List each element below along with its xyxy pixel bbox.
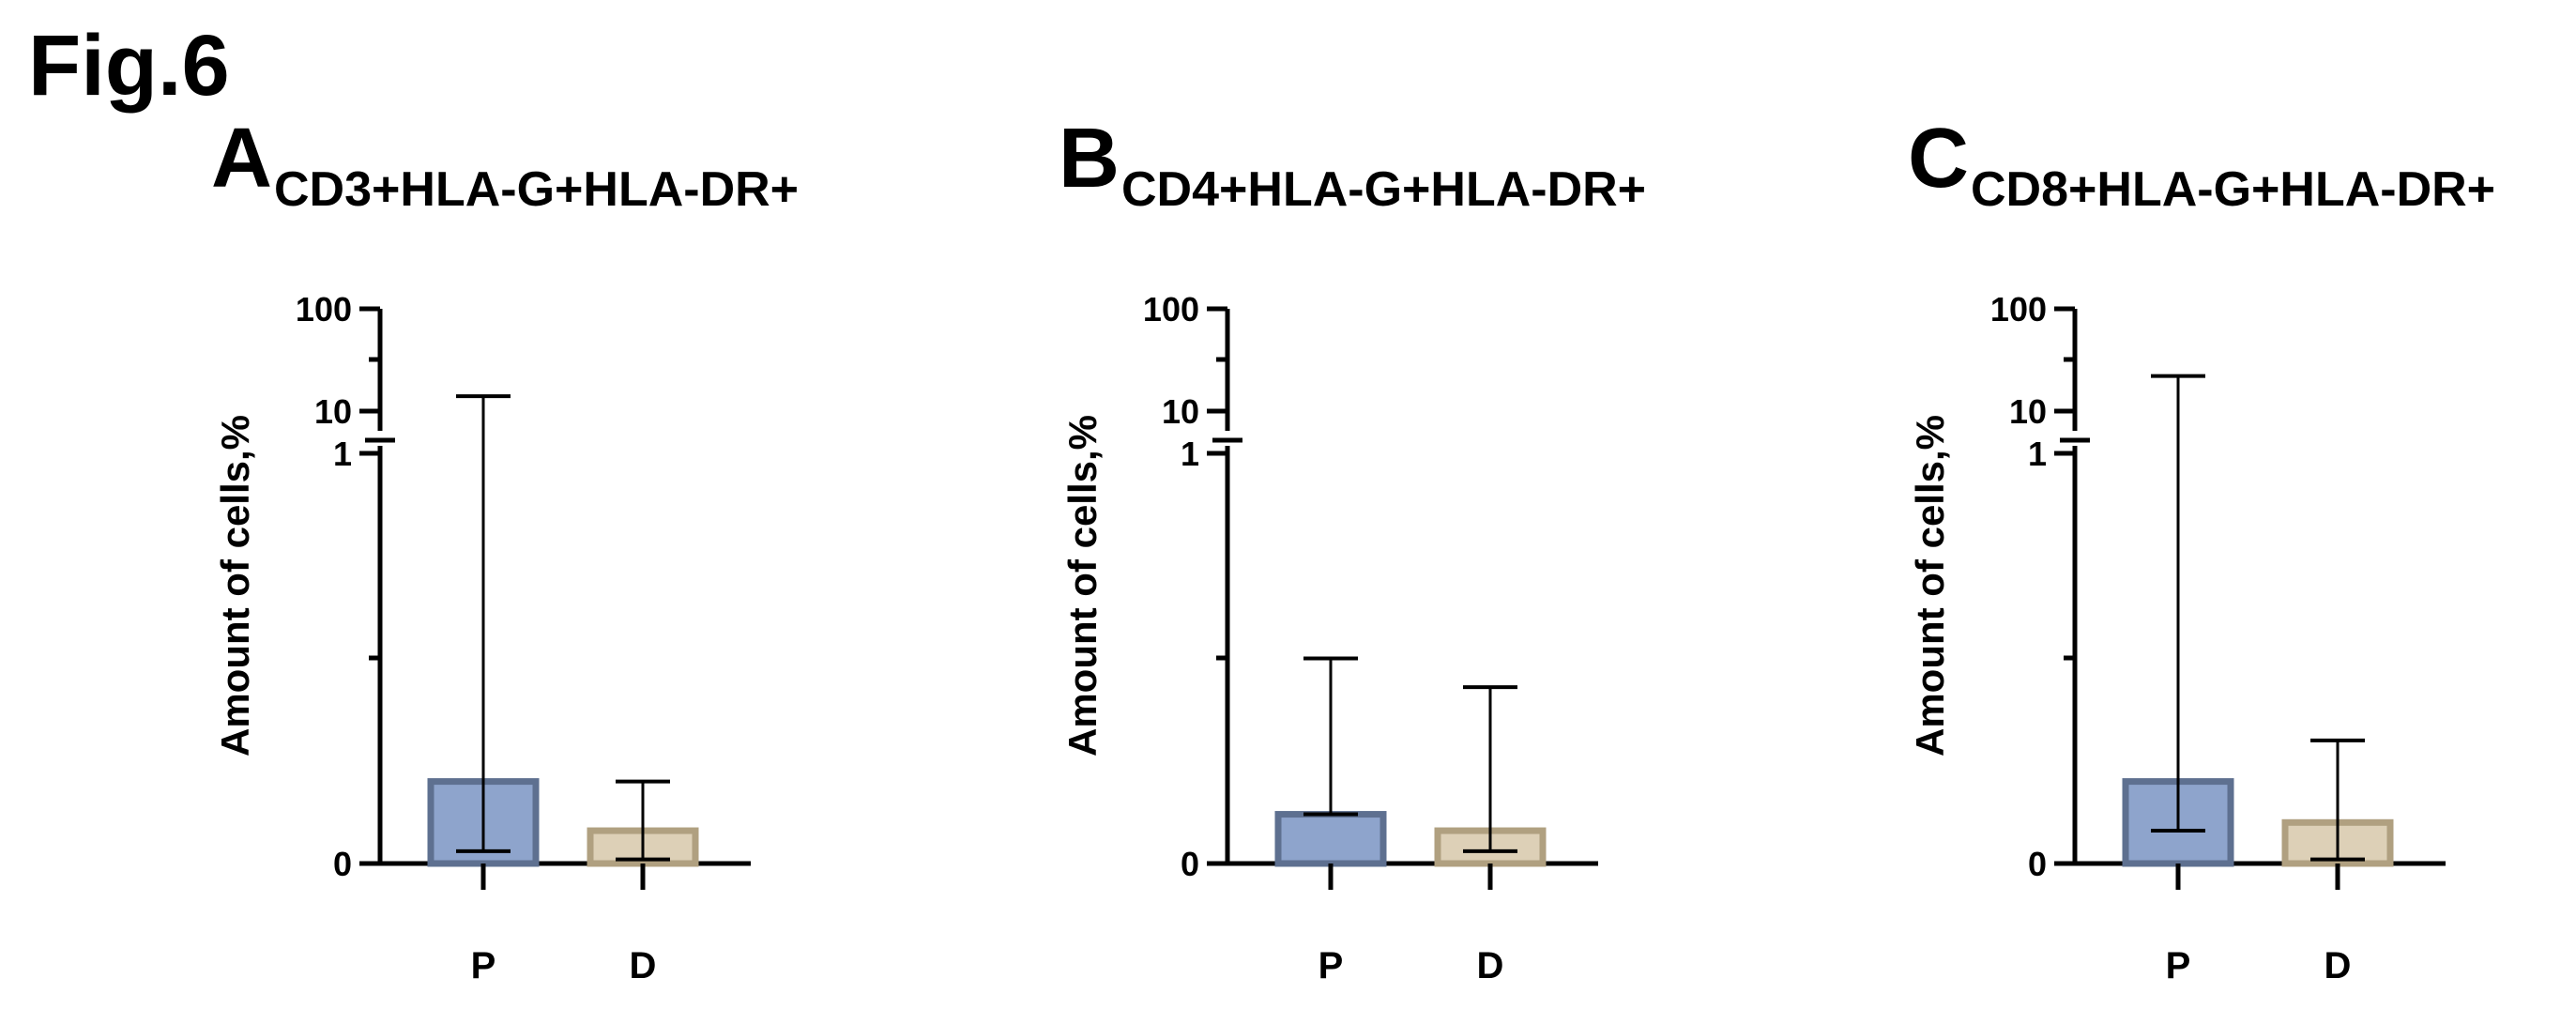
panel-b-title: CD4+HLA-G+HLA-DR+ <box>1121 162 1647 217</box>
chart-b-y-tick-label-3: 100 <box>1143 290 1199 329</box>
chart-b-y-tick-label-0: 0 <box>1181 845 1199 883</box>
chart-c-y-tick-label-1: 1 <box>2028 435 2047 473</box>
chart-a-y-tick-label-0: 0 <box>333 845 352 883</box>
panel-a-title: CD3+HLA-G+HLA-DR+ <box>274 162 800 217</box>
chart-b-y-tick-label-2: 10 <box>1162 392 1199 431</box>
chart-c-y-tick-label-2: 10 <box>2009 392 2047 431</box>
panel-b-letter: B <box>1059 112 1120 206</box>
panel-c-letter: C <box>1908 112 1969 206</box>
chart-b-bar-p <box>1274 811 1387 867</box>
chart-c-y-tick-label-3: 100 <box>1990 290 2047 329</box>
chart-c-y-tick-label-0: 0 <box>2028 845 2047 883</box>
chart-a-x-tick-label-p: P <box>471 945 496 986</box>
chart-a-y-tick-label-3: 100 <box>296 290 352 329</box>
chart-a-x-tick-label-d: D <box>630 945 657 986</box>
chart-b-x-tick-label-d: D <box>1477 945 1504 986</box>
panel-c-title: CD8+HLA-G+HLA-DR+ <box>1971 162 2496 217</box>
panel-a-letter: A <box>211 112 272 206</box>
chart-a-y-tick-label-2: 10 <box>314 392 352 431</box>
chart-b-y-tick-label-1: 1 <box>1181 435 1199 473</box>
panel-a-heading: ACD3+HLA-G+HLA-DR+ <box>211 111 799 217</box>
figure-label: Fig.6 <box>28 18 230 114</box>
chart-b-x-tick-label-p: P <box>1318 945 1344 986</box>
chart-a-y-axis-title: Amount of cells,% <box>213 415 257 757</box>
chart-a-y-tick-label-1: 1 <box>333 435 352 473</box>
panel-c-heading: CCD8+HLA-G+HLA-DR+ <box>1908 111 2495 217</box>
chart-b-y-axis-title: Amount of cells,% <box>1060 415 1105 757</box>
chart-c-x-tick-label-d: D <box>2324 945 2352 986</box>
chart-c-x-tick-label-p: P <box>2166 945 2191 986</box>
panel-b-heading: BCD4+HLA-G+HLA-DR+ <box>1059 111 1646 217</box>
chart-c-y-axis-title: Amount of cells,% <box>1908 415 1952 757</box>
